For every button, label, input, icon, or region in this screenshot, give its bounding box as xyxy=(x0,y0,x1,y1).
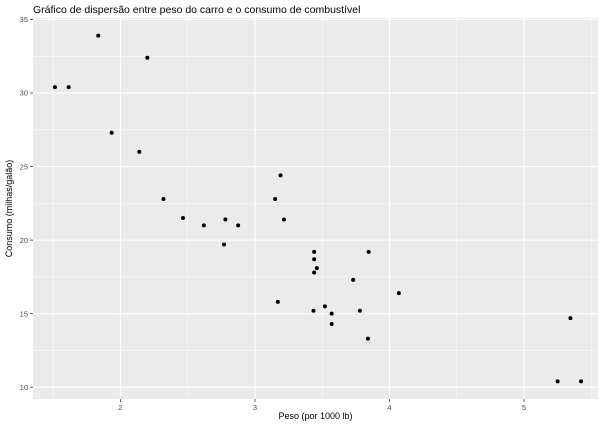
data-point xyxy=(311,308,316,313)
data-point xyxy=(161,196,166,201)
plot-panel xyxy=(33,18,598,399)
data-point xyxy=(145,55,150,60)
data-point xyxy=(223,217,228,222)
data-point xyxy=(568,316,573,321)
data-point xyxy=(109,130,114,135)
data-point xyxy=(273,196,278,201)
chart-title: Gráfico de dispersão entre peso do carro… xyxy=(33,4,360,16)
x-axis-label: Peso (por 1000 lb) xyxy=(278,411,352,421)
data-point xyxy=(314,266,319,271)
x-tick-label: 2 xyxy=(118,403,122,412)
y-axis-label: Consumo (milhas/galão) xyxy=(4,160,14,258)
data-point xyxy=(201,223,206,228)
x-tick-label: 5 xyxy=(522,403,526,412)
data-point xyxy=(66,85,71,90)
y-tick-label: 25 xyxy=(20,162,28,171)
data-point xyxy=(312,249,317,254)
data-points xyxy=(52,33,584,384)
data-point xyxy=(312,257,317,262)
data-point xyxy=(275,299,280,304)
data-point xyxy=(96,33,101,38)
x-tick-label: 3 xyxy=(253,403,257,412)
y-tick-label: 35 xyxy=(20,15,28,24)
data-point xyxy=(396,291,401,296)
data-point xyxy=(236,223,241,228)
data-point xyxy=(312,270,317,275)
x-tick-label: 4 xyxy=(387,403,391,412)
data-point xyxy=(278,173,283,178)
y-tick-label: 20 xyxy=(20,236,28,245)
data-point xyxy=(579,379,584,384)
data-point xyxy=(222,242,227,247)
data-point xyxy=(351,277,356,282)
data-point xyxy=(329,311,334,316)
data-point xyxy=(180,216,185,221)
y-tick-label: 10 xyxy=(20,383,28,392)
data-point xyxy=(329,321,334,326)
x-axis-ticks: 2 3 4 5 xyxy=(118,399,526,412)
data-point xyxy=(366,249,371,254)
data-point xyxy=(555,379,560,384)
grid-lines xyxy=(33,18,598,399)
y-axis-ticks: 10 15 20 25 30 35 xyxy=(20,15,33,392)
data-point xyxy=(322,304,327,309)
y-tick-label: 30 xyxy=(20,89,28,98)
data-point xyxy=(365,336,370,341)
data-point xyxy=(281,217,286,222)
data-point xyxy=(52,85,57,90)
data-point xyxy=(357,308,362,313)
data-point xyxy=(137,149,142,154)
y-tick-label: 15 xyxy=(20,309,28,318)
